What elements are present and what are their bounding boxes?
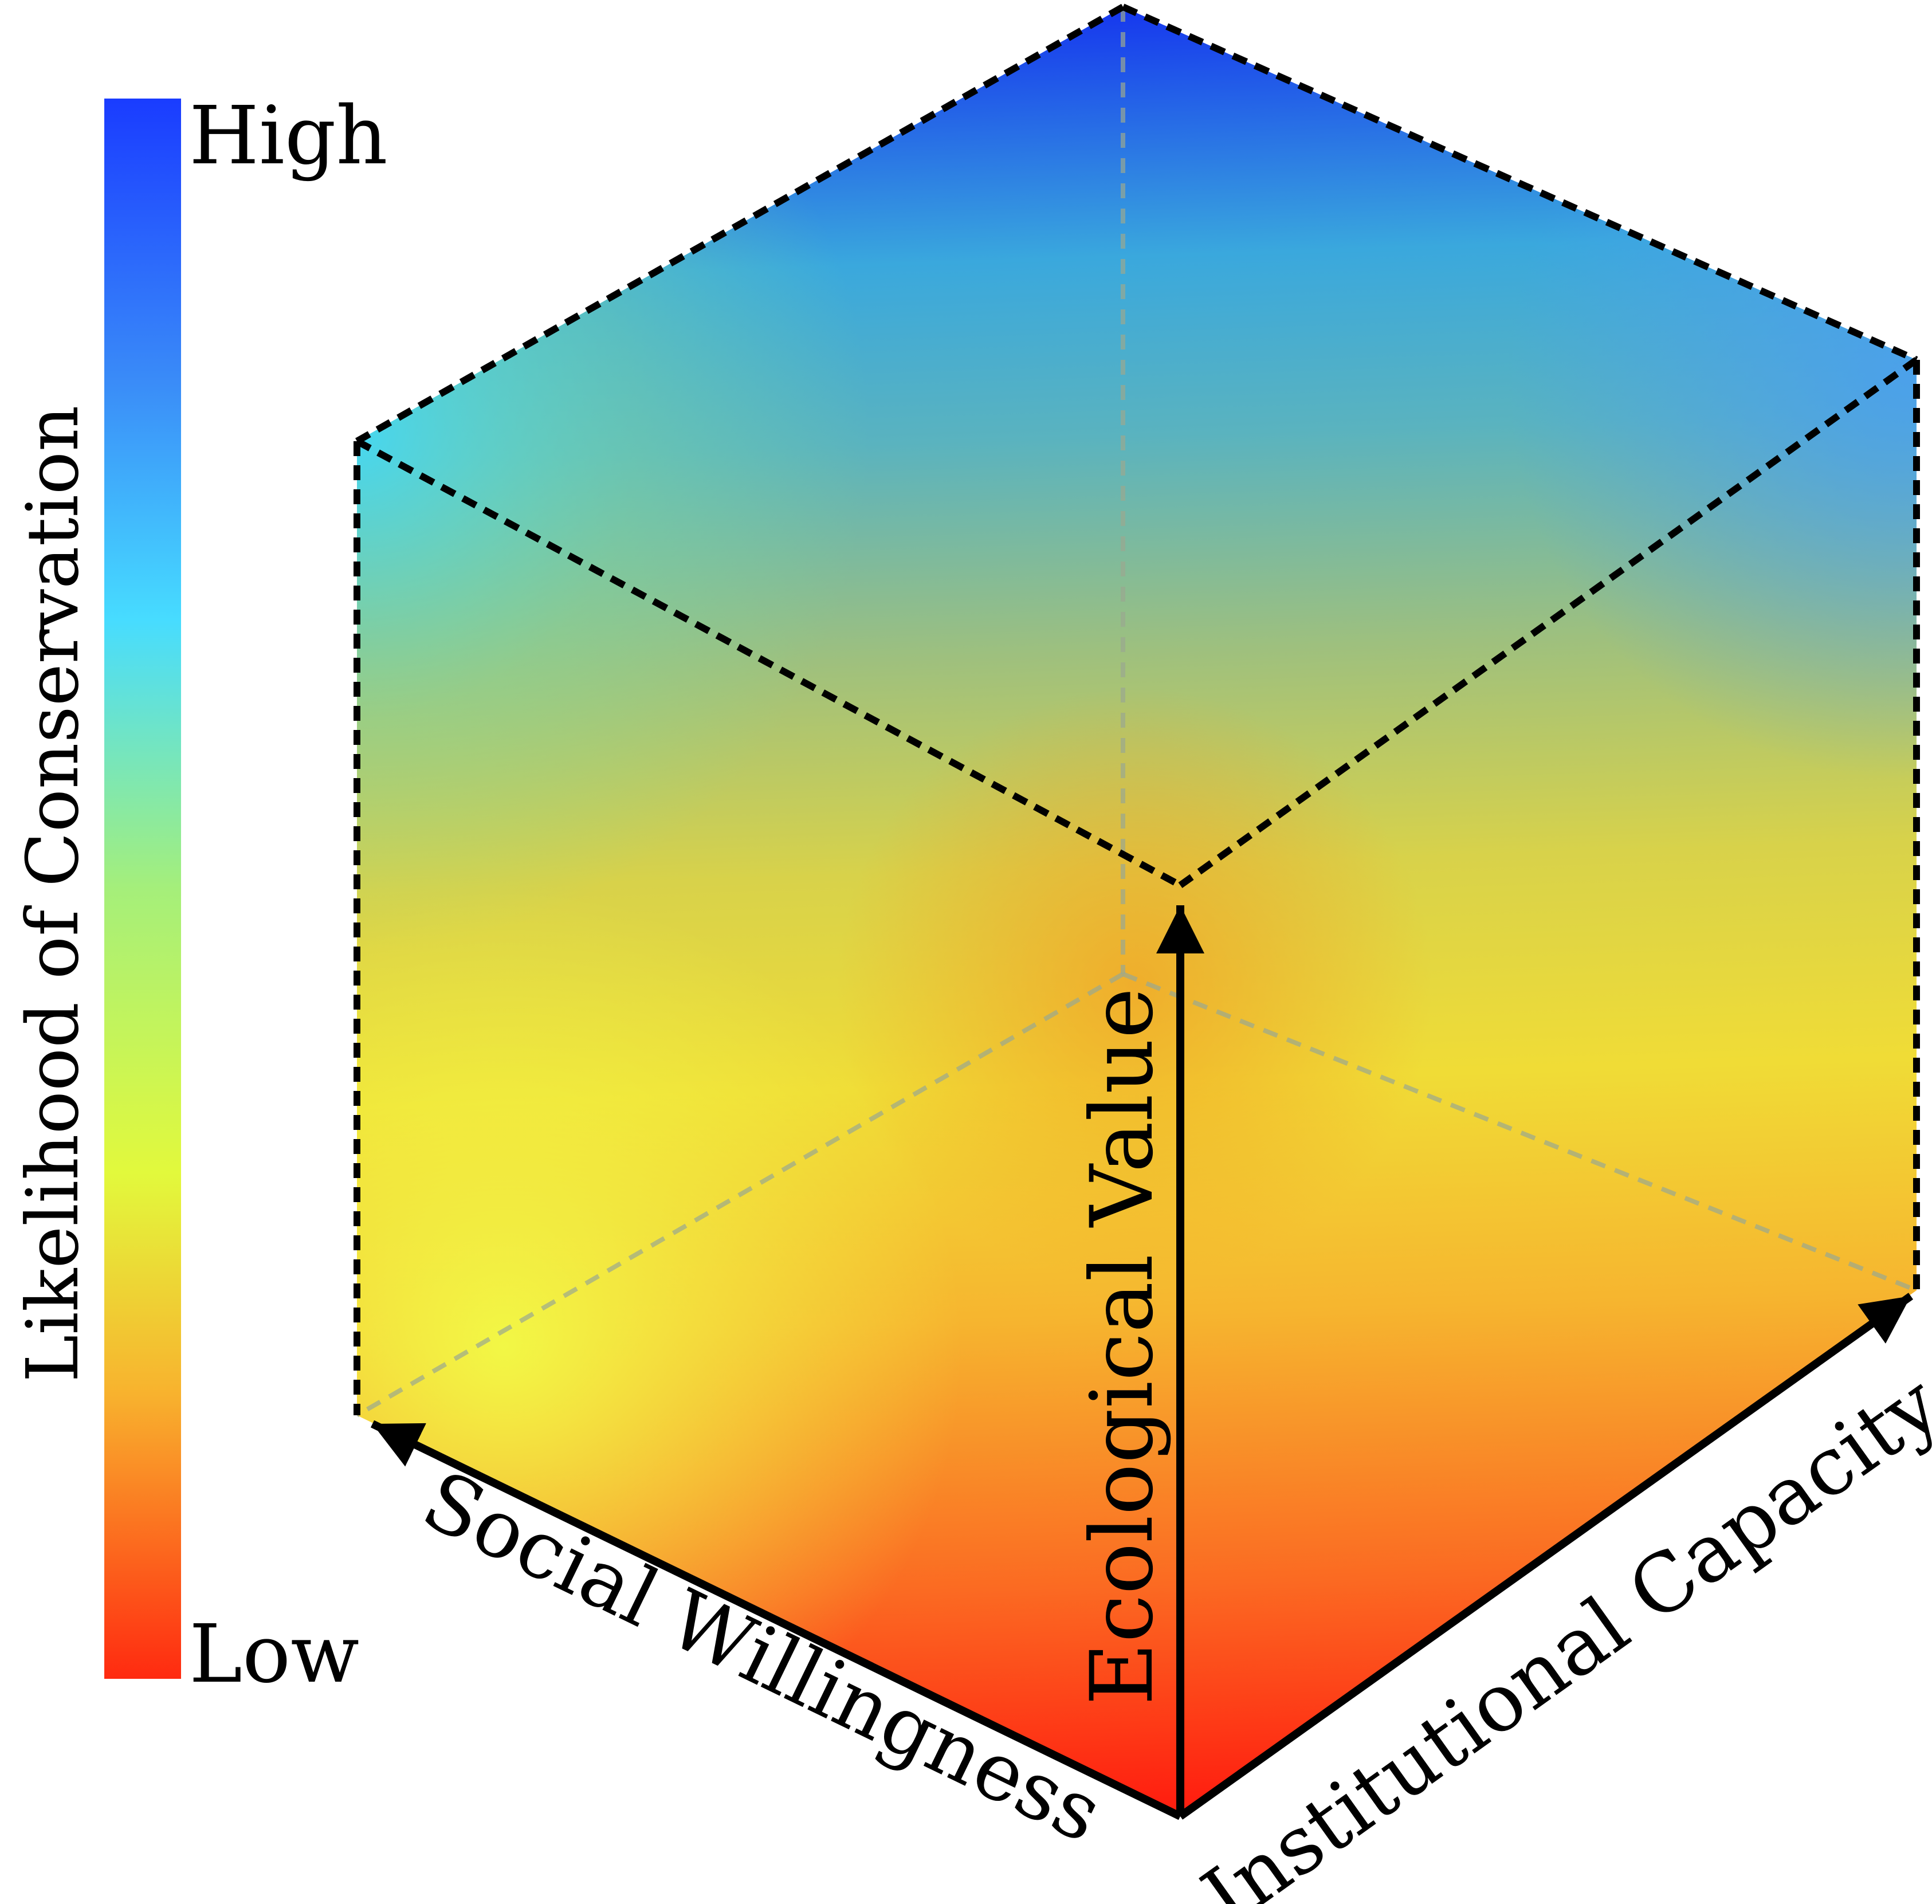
cube-orange-tint bbox=[357, 7, 1917, 1816]
colorbar-high-label: High bbox=[189, 89, 388, 183]
right-axis-arrow bbox=[1177, 1293, 1914, 1820]
cube: Ecological Value Social Willingness Inst… bbox=[354, 3, 1932, 1904]
colorbar-title: Likelihood of Conservation bbox=[11, 405, 95, 1382]
cube-hidden-edges bbox=[356, 7, 1918, 1418]
colorbar-gradient bbox=[104, 99, 181, 1679]
colorbar: High Low Likelihood of Conservation bbox=[11, 89, 388, 1701]
axis-arrows bbox=[370, 905, 1914, 1820]
left-axis-arrow bbox=[370, 1420, 1183, 1820]
colorbar-low-label: Low bbox=[189, 1608, 359, 1701]
vertical-axis-label: Ecological Value bbox=[1073, 988, 1172, 1706]
cube-outline bbox=[354, 3, 1920, 1415]
